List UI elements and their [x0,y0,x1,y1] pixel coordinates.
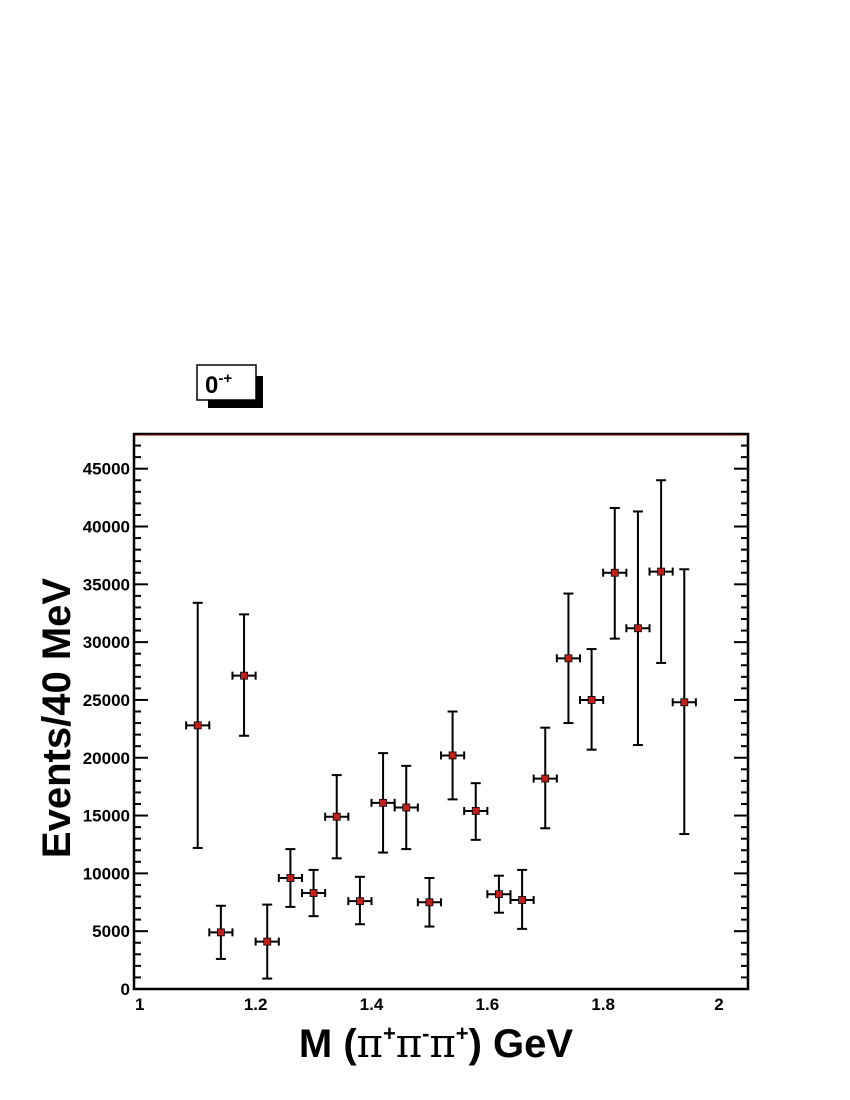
marker [657,567,666,576]
legend-label: 0-+ [205,370,232,399]
data-point [625,510,651,747]
marker [634,624,642,633]
data-point [231,613,257,737]
x-tick-label: 1.4 [360,995,384,1014]
y-tick-label: 10000 [83,864,130,883]
marker [495,890,503,899]
marker [379,798,387,807]
data-point [347,875,373,926]
marker [286,874,295,882]
data-point [416,877,442,928]
x-tick-labels: 1 1.2 1.4 1.6 1.8 2 [135,995,724,1014]
y-tick-label: 35000 [83,575,130,594]
y-tick-label: 45000 [83,460,130,479]
data-point [532,726,558,830]
marker [240,671,248,680]
x-tick-label: 1.6 [476,995,500,1014]
marker [471,807,480,815]
data-point [324,774,350,860]
data-point [208,904,234,960]
data-point [602,507,628,640]
data-point [185,601,211,849]
data-point [300,868,327,918]
legend-box: 0-+ [196,364,263,408]
y-tick-labels: 0 5000 10000 15000 20000 25000 30000 35000 40000… [83,460,130,999]
data-point [277,848,303,908]
data-point [440,710,466,801]
y-tick-label: 30000 [83,633,130,652]
data-point [579,648,605,751]
data-point [555,592,582,725]
data-point [393,764,419,851]
x-tick-label: 1.8 [591,995,615,1014]
marker [541,774,550,783]
y-tick-label: 15000 [83,807,130,826]
axis-ticks [134,433,748,990]
data-point [671,568,697,836]
marker [402,803,411,812]
data-points [185,479,697,980]
y-tick-label: 0 [121,980,130,999]
y-tick-label: 5000 [92,922,130,941]
marker [216,928,225,937]
marker [332,812,341,821]
y-tick-label: 40000 [83,518,130,537]
y-axis-title: Events/40 MeV [35,578,79,858]
x-tick-label: 1.2 [244,995,268,1014]
x-tick-label: 2 [714,995,723,1014]
legend-frame [196,364,257,401]
data-point [509,868,535,930]
x-tick-label: 1 [135,995,144,1014]
marker [564,654,573,663]
y-tick-label: 25000 [83,691,130,710]
y-tick-label: 20000 [83,749,130,768]
marker [518,896,526,904]
marker [263,937,272,946]
data-point [648,479,674,664]
marker [680,698,689,707]
marker [356,897,364,906]
marker [309,889,318,897]
marker [425,898,434,907]
marker [587,696,596,704]
x-axis-title: M (π+π-π+) GeV [299,1021,573,1067]
marker [610,568,619,577]
data-point [254,903,280,980]
data-point [370,752,396,854]
marker [193,721,202,730]
data-point [486,874,512,914]
marker [448,751,457,760]
data-point [463,782,489,841]
